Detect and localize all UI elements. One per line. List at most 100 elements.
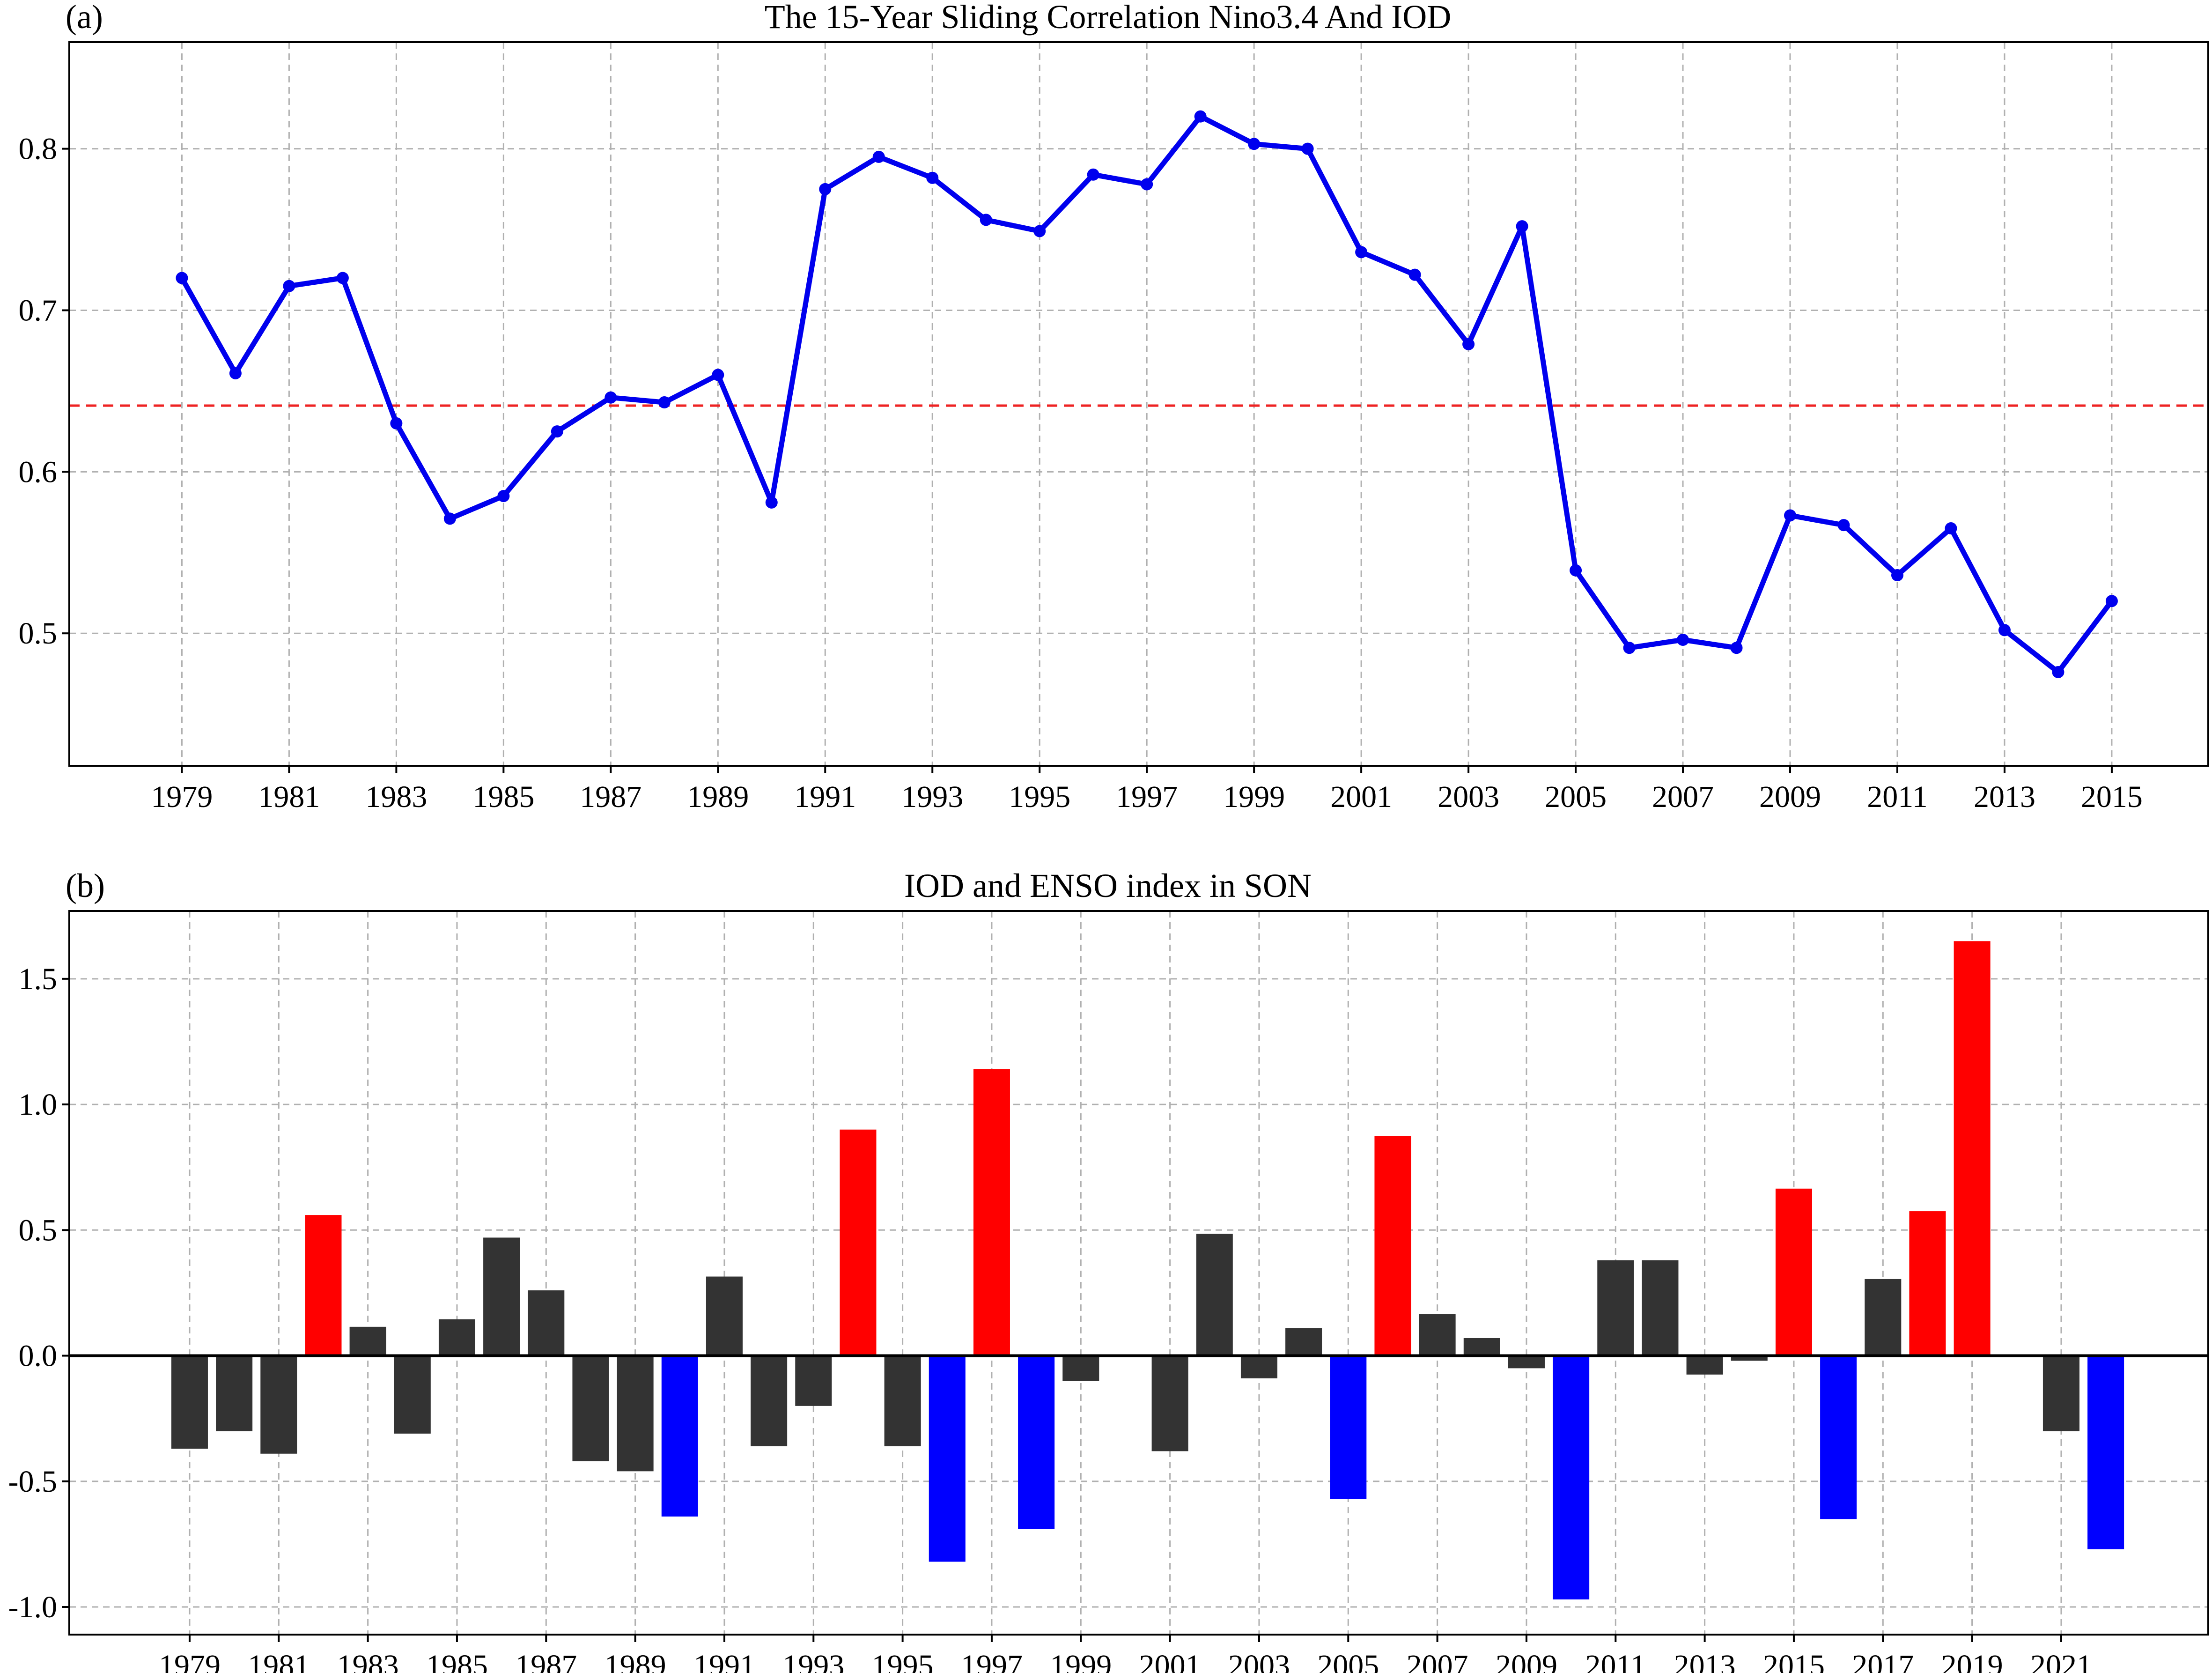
x-tick-label: 2003 (1438, 780, 1499, 814)
index-bar (171, 1355, 208, 1449)
x-tick-label: 1999 (1223, 780, 1285, 814)
panel-b-axes: 1979 1981 1983 1985 1987 1989 1991 1993 1995 1997… (8, 962, 2092, 1673)
x-tick-label: 1981 (258, 780, 320, 814)
x-tick-label: 2007 (1407, 1649, 1468, 1673)
index-bar (1686, 1355, 1723, 1375)
x-tick-label: 2005 (1545, 780, 1607, 814)
x-tick-label: 1997 (1116, 780, 1178, 814)
index-bar (1062, 1355, 1099, 1381)
x-tick-label: 1985 (426, 1649, 488, 1673)
x-tick-label: 1991 (794, 780, 856, 814)
correlation-data-point (1033, 225, 1046, 237)
index-bar (1731, 1355, 1768, 1361)
x-tick-label: 2013 (1674, 1649, 1736, 1673)
x-tick-label: 1985 (472, 780, 534, 814)
index-bar (305, 1215, 342, 1356)
index-bar (973, 1069, 1010, 1356)
x-tick-label: 1989 (605, 1649, 666, 1673)
x-tick-label: 2005 (1317, 1649, 1379, 1673)
correlation-data-point (1355, 246, 1368, 259)
y-tick-label: 1.0 (19, 1088, 58, 1122)
x-tick-label: 1979 (159, 1649, 221, 1673)
y-tick-label: 0.7 (19, 293, 58, 327)
panel-b-label: (b) (66, 867, 105, 904)
x-tick-label: 2015 (2081, 780, 2143, 814)
correlation-data-point (390, 417, 403, 429)
index-bar (1374, 1136, 1411, 1356)
panel-b-data (69, 941, 2208, 1599)
x-tick-label: 2021 (2030, 1649, 2092, 1673)
panel-a-correlation-chart: (a) The 15-Year Sliding Correlation Nino… (19, 0, 2209, 814)
x-tick-label: 2009 (1759, 780, 1821, 814)
correlation-data-point (980, 214, 992, 226)
index-bar (840, 1129, 877, 1356)
correlation-data-point (1301, 142, 1314, 155)
correlation-data-point (712, 369, 724, 381)
correlation-data-point (1141, 178, 1153, 191)
x-tick-label: 1999 (1050, 1649, 1112, 1673)
correlation-data-point (229, 367, 242, 379)
x-tick-label: 2003 (1228, 1649, 1290, 1673)
y-tick-label: -1.0 (8, 1590, 57, 1624)
index-bar (1330, 1355, 1367, 1499)
correlation-data-point (1998, 624, 2011, 637)
correlation-data-point (2105, 595, 2118, 607)
index-bar (706, 1276, 743, 1356)
correlation-data-point (1730, 642, 1743, 654)
correlation-data-point (1784, 509, 1797, 522)
index-bar (260, 1355, 297, 1454)
x-tick-label: 2001 (1330, 780, 1392, 814)
panel-b-grid (69, 911, 2208, 1635)
x-tick-label: 2013 (1974, 780, 2035, 814)
panel-b-frame (68, 910, 2209, 1636)
y-tick-label: 0.5 (19, 1213, 58, 1247)
panel-b-index-bar-chart: (b) IOD and ENSO index in SON 1979 1981 19… (8, 867, 2209, 1673)
index-bar (1597, 1260, 1634, 1356)
correlation-data-point (1248, 138, 1261, 150)
index-bar (617, 1355, 654, 1472)
index-bar (394, 1355, 431, 1434)
index-bar (1642, 1260, 1679, 1356)
panel-a-label: (a) (66, 0, 103, 36)
correlation-data-point (176, 272, 188, 284)
correlation-data-point (1891, 569, 1903, 582)
x-tick-label: 1987 (580, 780, 641, 814)
correlation-data-point (1623, 642, 1636, 654)
index-bar (349, 1326, 386, 1356)
index-bar (929, 1355, 966, 1562)
panel-b-title: IOD and ENSO index in SON (904, 867, 1312, 904)
x-tick-label: 1991 (693, 1649, 755, 1673)
index-bar (884, 1355, 921, 1446)
correlation-data-point (336, 272, 349, 284)
correlation-data-point (1087, 168, 1099, 181)
correlation-data-point (443, 512, 456, 525)
y-tick-label: -0.5 (8, 1465, 57, 1499)
x-tick-label: 2015 (1763, 1649, 1825, 1673)
correlation-data-point (551, 425, 563, 438)
index-bar (528, 1290, 565, 1356)
correlation-data-point (2052, 666, 2065, 678)
panel-a-title: The 15-Year Sliding Correlation Nino3.4 … (765, 0, 1452, 36)
correlation-data-point (1516, 220, 1528, 233)
x-tick-label: 2009 (1496, 1649, 1557, 1673)
index-bar (1285, 1328, 1322, 1356)
index-bar (572, 1355, 609, 1461)
correlation-data-point (926, 171, 939, 184)
index-bar (1240, 1355, 1277, 1378)
x-tick-label: 2001 (1139, 1649, 1201, 1673)
index-bar (1419, 1314, 1456, 1356)
correlation-data-point (1945, 522, 1957, 535)
correlation-data-point (1570, 564, 1582, 577)
index-bar (438, 1319, 475, 1356)
index-bar (2042, 1355, 2079, 1431)
x-tick-label: 2007 (1652, 780, 1714, 814)
index-bar (661, 1355, 698, 1517)
index-bar (1508, 1355, 1545, 1369)
index-bar (1151, 1355, 1188, 1451)
index-bar (1775, 1188, 1812, 1356)
x-tick-label: 1989 (687, 780, 749, 814)
index-bar (483, 1237, 520, 1356)
x-tick-label: 1993 (782, 1649, 844, 1673)
y-tick-label: 1.5 (19, 962, 58, 996)
correlation-data-point (1677, 634, 1689, 646)
